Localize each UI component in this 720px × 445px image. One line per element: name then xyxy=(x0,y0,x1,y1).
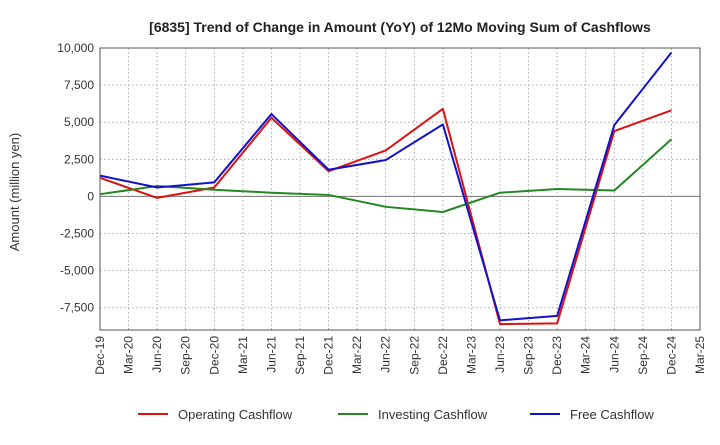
y-tick-labels: 10,000 7,500 5,000 2,500 0 -2,500 -5,000 -7,500 xyxy=(57,41,94,315)
series-line-investing-cashflow xyxy=(99,138,673,214)
x-tick-label: Sep-23 xyxy=(522,336,536,375)
x-tick-label: Mar-24 xyxy=(579,336,593,374)
x-tick-label: Sep-24 xyxy=(636,336,650,375)
x-tick-label: Jun-23 xyxy=(493,336,507,373)
x-tick-label: Dec-24 xyxy=(664,336,678,375)
y-tick-label: 2,500 xyxy=(64,152,94,166)
y-tick-label: 5,000 xyxy=(64,115,94,129)
y-tick-label: -5,000 xyxy=(60,264,94,278)
y-tick-label: -2,500 xyxy=(60,227,94,241)
plot-frame-layer xyxy=(99,47,701,331)
x-tick-label: Dec-20 xyxy=(207,336,221,375)
series-line-free-cashflow xyxy=(99,51,673,322)
legend: Operating Cashflow Investing Cashflow Free… xyxy=(138,407,654,422)
x-tick-label: Mar-20 xyxy=(122,336,136,374)
x-tick-label: Sep-21 xyxy=(293,336,307,375)
y-tick-label: -7,500 xyxy=(60,301,94,315)
x-tick-label: Dec-21 xyxy=(322,336,336,375)
x-tick-label: Mar-23 xyxy=(464,336,478,374)
x-tick-label: Jun-20 xyxy=(150,336,164,373)
series-layer xyxy=(99,51,673,326)
x-tick-label: Jun-22 xyxy=(379,336,393,373)
x-tick-labels: Dec-19 Mar-20 Jun-20 Sep-20 Dec-20 Mar-21 Jun-… xyxy=(93,336,707,375)
x-tick-label: Dec-22 xyxy=(436,336,450,375)
y-axis-label: Amount (million yen) xyxy=(7,133,22,252)
x-tick-label: Jun-24 xyxy=(607,336,621,373)
x-tick-label: Sep-22 xyxy=(407,336,421,375)
series-line-operating-cashflow xyxy=(99,107,672,326)
plot-frame xyxy=(99,47,701,331)
y-tick-label: 7,500 xyxy=(64,78,94,92)
x-tick-label: Mar-25 xyxy=(693,336,707,374)
x-tick-label: Mar-22 xyxy=(350,336,364,374)
chart-title: [6835] Trend of Change in Amount (YoY) o… xyxy=(149,19,651,35)
legend-label: Investing Cashflow xyxy=(378,407,488,422)
x-tick-label: Dec-19 xyxy=(93,336,107,375)
y-tick-label: 10,000 xyxy=(57,41,94,55)
legend-label: Operating Cashflow xyxy=(178,407,293,422)
y-tick-label: 0 xyxy=(87,189,94,203)
x-tick-label: Sep-20 xyxy=(179,336,193,375)
x-tick-label: Mar-21 xyxy=(236,336,250,374)
x-tick-label: Dec-23 xyxy=(550,336,564,375)
x-tick-label: Jun-21 xyxy=(264,336,278,373)
legend-label: Free Cashflow xyxy=(570,407,654,422)
